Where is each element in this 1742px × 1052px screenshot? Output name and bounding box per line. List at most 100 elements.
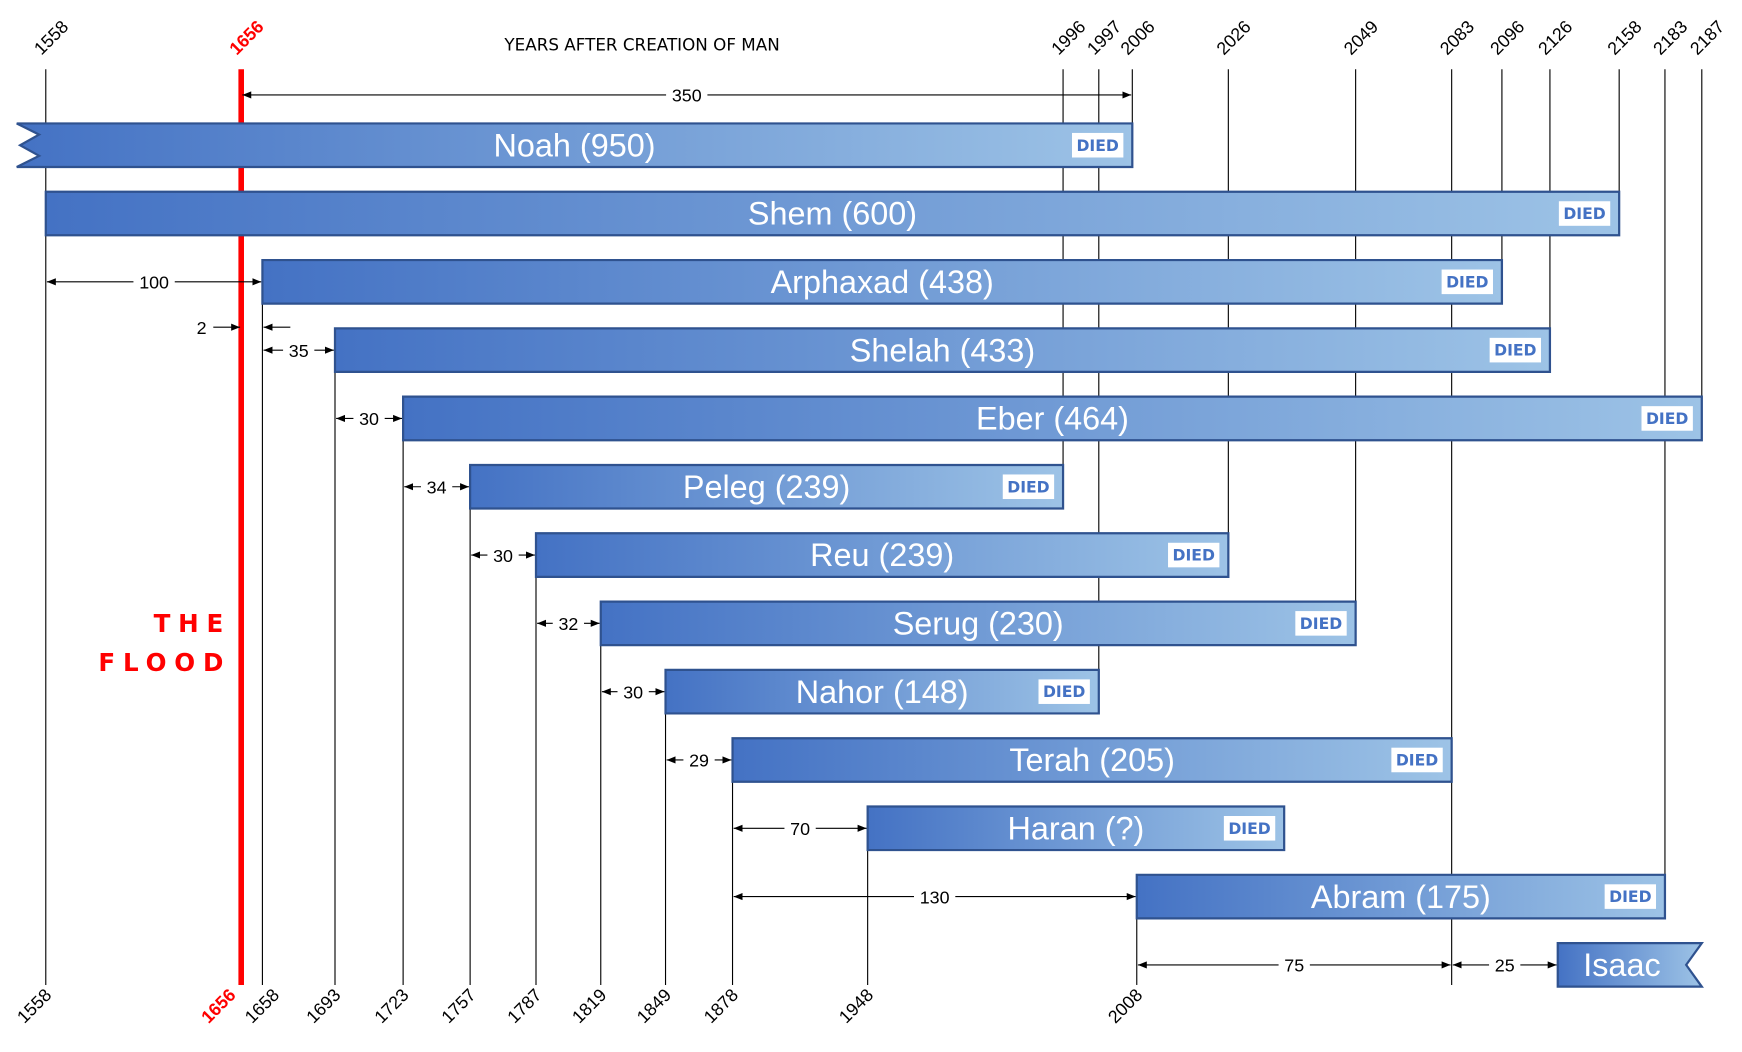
chart-title: YEARS AFTER CREATION OF MAN bbox=[503, 34, 779, 54]
interval-label: 35 bbox=[289, 341, 309, 361]
bar-label: Nahor (148) bbox=[796, 674, 969, 710]
flood-label-flood: FLOOD bbox=[98, 648, 231, 677]
died-badge bbox=[1295, 611, 1347, 636]
bar-label: Peleg (239) bbox=[683, 469, 850, 505]
died-label: DIED bbox=[1043, 682, 1085, 701]
top-year-label-2026: 2026 bbox=[1213, 16, 1255, 58]
bottom-year-label-1558: 1558 bbox=[13, 985, 55, 1027]
interval-label: 30 bbox=[623, 682, 643, 702]
interval-2: 2 bbox=[197, 318, 291, 338]
died-label: DIED bbox=[1076, 136, 1118, 155]
bar-terah: Terah (205) DIED bbox=[731, 737, 1453, 783]
bar-noah: Noah (950) DIED bbox=[16, 122, 1134, 169]
interval-35: 35 bbox=[263, 338, 334, 362]
lifespan-bar bbox=[534, 532, 1230, 578]
died-badge bbox=[1002, 474, 1055, 500]
interval-32: 32 bbox=[537, 612, 600, 635]
interval-label-bg bbox=[283, 338, 315, 362]
interval-label: 350 bbox=[672, 86, 702, 106]
flood-marker: YEARS AFTER CREATION OF MAN THE FLOOD bbox=[98, 34, 780, 985]
lifespan-bar bbox=[866, 805, 1286, 852]
died-label: DIED bbox=[1646, 409, 1688, 428]
died-label: DIED bbox=[1494, 341, 1536, 360]
bottom-year-label-1658: 1658 bbox=[241, 985, 283, 1027]
died-label: DIED bbox=[1228, 819, 1270, 838]
interval-label: 100 bbox=[139, 273, 169, 293]
died-badge bbox=[1072, 132, 1124, 158]
bottom-year-label-1693: 1693 bbox=[302, 985, 344, 1027]
lifespan-bar bbox=[1135, 873, 1667, 920]
bar-isaac: Isaac bbox=[1556, 942, 1704, 988]
top-year-label-1997: 1997 bbox=[1083, 16, 1125, 58]
died-badge bbox=[1391, 747, 1443, 773]
bar-haran: Haran (?) DIED bbox=[866, 805, 1286, 852]
bar-label: Abram (175) bbox=[1311, 879, 1491, 915]
bar-abram: Abram (175) DIED bbox=[1135, 873, 1667, 920]
died-label: DIED bbox=[1172, 546, 1214, 565]
interval-label-bg bbox=[552, 612, 585, 635]
died-label: DIED bbox=[1563, 204, 1605, 223]
died-badge bbox=[1223, 815, 1276, 841]
died-badge bbox=[1168, 542, 1220, 568]
lifespan-bar bbox=[664, 668, 1100, 715]
bar-serug: Serug (230) DIED bbox=[599, 600, 1357, 647]
interval-label-bg bbox=[133, 270, 175, 293]
died-badge bbox=[1604, 884, 1657, 909]
interval-30: 30 bbox=[336, 407, 402, 430]
interval-350: 350 bbox=[242, 83, 1132, 107]
interval-label: 29 bbox=[689, 751, 709, 771]
bar-label: Shelah (433) bbox=[850, 332, 1035, 368]
bottom-year-label-1757: 1757 bbox=[437, 985, 479, 1027]
lifespan-bar bbox=[261, 258, 1504, 305]
died-label: DIED bbox=[1609, 887, 1651, 906]
bar-peleg: Peleg (239) DIED bbox=[469, 463, 1065, 510]
lifespan-bar bbox=[599, 600, 1357, 647]
interval-label-bg bbox=[913, 885, 956, 908]
bar-label: Haran (?) bbox=[1008, 810, 1145, 846]
bar-label: Noah (950) bbox=[494, 127, 656, 163]
interval-label: 2 bbox=[197, 318, 207, 338]
interval-100: 100 bbox=[46, 270, 262, 293]
interval-label-bg bbox=[1489, 953, 1521, 977]
died-badge bbox=[1489, 337, 1541, 363]
bar-label: Serug (230) bbox=[893, 606, 1064, 642]
bar-nahor: Nahor (148) DIED bbox=[664, 668, 1100, 715]
top-year-label-1996: 1996 bbox=[1047, 16, 1089, 58]
interval-label: 34 bbox=[427, 477, 447, 497]
interval-130: 130 bbox=[733, 885, 1136, 908]
lifespan-bar bbox=[469, 463, 1065, 510]
died-label: DIED bbox=[1300, 614, 1342, 633]
lifespan-bar bbox=[16, 122, 1134, 169]
lifespan-bar bbox=[402, 395, 1703, 442]
interval-label: 30 bbox=[493, 546, 513, 566]
bar-label: Terah (205) bbox=[1009, 742, 1175, 778]
top-year-label-2126: 2126 bbox=[1534, 16, 1576, 58]
flood-label-the: THE bbox=[154, 609, 232, 638]
top-year-label-1558: 1558 bbox=[30, 16, 72, 58]
top-year-label-2006: 2006 bbox=[1117, 16, 1159, 58]
lifespan-bar bbox=[1556, 942, 1704, 988]
bottom-year-label-1656: 1656 bbox=[197, 985, 239, 1027]
died-badge bbox=[1038, 679, 1090, 704]
bottom-year-label-1948: 1948 bbox=[835, 985, 877, 1027]
died-badge bbox=[1558, 201, 1611, 226]
interval-label-bg bbox=[683, 748, 715, 772]
died-label: DIED bbox=[1396, 751, 1438, 770]
interval-label: 32 bbox=[558, 614, 578, 634]
bar-eber: Eber (464) DIED bbox=[402, 395, 1703, 442]
bar-label: Arphaxad (438) bbox=[771, 264, 994, 300]
bar-shelah: Shelah (433) DIED bbox=[333, 327, 1552, 374]
top-year-label-2183: 2183 bbox=[1649, 16, 1691, 58]
top-year-label-1656: 1656 bbox=[225, 16, 267, 58]
bar-shem: Shem (600) DIED bbox=[44, 190, 1621, 237]
bar-label: Reu (239) bbox=[810, 537, 954, 573]
interval-34: 34 bbox=[404, 475, 469, 498]
interval-label-bg bbox=[487, 543, 519, 567]
interval-label-bg bbox=[666, 83, 708, 107]
died-badge bbox=[1641, 406, 1693, 431]
bottom-year-label-1787: 1787 bbox=[503, 985, 545, 1027]
interval-label-bg bbox=[784, 817, 816, 840]
interval-30: 30 bbox=[471, 543, 535, 567]
